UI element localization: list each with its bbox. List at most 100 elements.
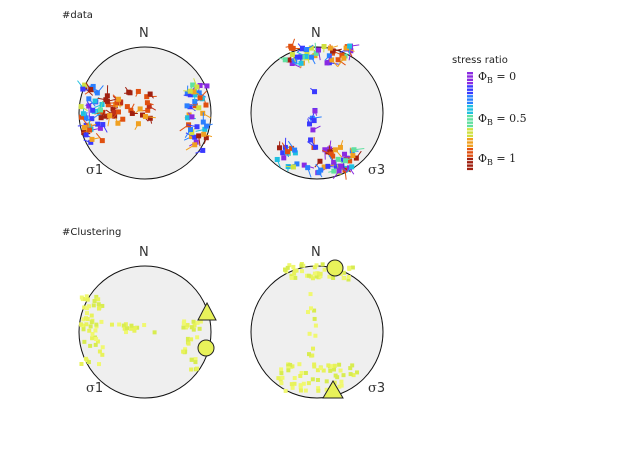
slip-vector-mark xyxy=(199,90,207,99)
slip-vector-mark xyxy=(88,98,96,107)
colorbar-segment xyxy=(467,128,473,131)
slip-vector-mark xyxy=(328,170,334,173)
data-point-marker xyxy=(331,275,336,280)
slip-vector-mark xyxy=(107,115,111,127)
data-point-marker xyxy=(315,368,320,373)
data-point-marker xyxy=(318,271,323,276)
data-point-marker xyxy=(327,274,332,279)
data-point-marker xyxy=(289,275,294,280)
slip-vector-mark xyxy=(307,118,310,125)
data-point-marker xyxy=(195,320,200,325)
data-point-marker xyxy=(124,104,130,110)
slip-vector-mark xyxy=(202,112,212,119)
data-point-marker xyxy=(89,313,94,318)
data-point-marker xyxy=(355,370,360,375)
sigma1-label: σ1 xyxy=(86,381,104,396)
data-point-marker xyxy=(92,298,97,303)
data-point-marker xyxy=(87,328,92,333)
data-point-marker xyxy=(88,343,93,348)
data-point-marker xyxy=(181,349,186,354)
slip-vector-mark xyxy=(81,116,88,126)
data-point-marker xyxy=(312,316,317,321)
slip-vector-mark xyxy=(85,82,92,90)
colorbar-segment xyxy=(467,161,473,164)
slip-vector-mark xyxy=(97,97,106,101)
data-point-marker xyxy=(283,388,288,393)
data-point-marker xyxy=(135,325,140,330)
slip-vector-mark xyxy=(186,124,198,128)
slip-vector-mark xyxy=(341,165,352,173)
data-point-marker xyxy=(132,328,137,333)
legend-colorbar xyxy=(467,72,473,171)
slip-vector-mark xyxy=(93,127,101,131)
slip-vector-mark xyxy=(312,125,321,131)
data-point-marker xyxy=(100,303,105,308)
colorbar-segment xyxy=(467,91,473,95)
colorbar-segment xyxy=(467,141,473,144)
data-point-marker xyxy=(283,267,288,272)
slip-vector-mark xyxy=(332,170,340,180)
data-point-marker xyxy=(91,303,96,308)
slip-vector-mark xyxy=(94,104,103,108)
slip-vector-mark xyxy=(186,104,198,107)
data-point-marker xyxy=(79,361,84,366)
data-point-marker xyxy=(100,345,105,350)
north-label: N xyxy=(139,26,149,41)
slip-vector-mark xyxy=(307,167,312,178)
data-point-marker xyxy=(341,373,346,378)
data-point-marker xyxy=(189,325,194,330)
data-point-marker xyxy=(152,330,157,335)
slip-vector-mark xyxy=(340,165,348,173)
data-point-marker xyxy=(312,265,317,270)
north-label: N xyxy=(311,26,321,41)
slip-vector-mark xyxy=(95,132,103,141)
slip-vector-mark xyxy=(145,116,156,119)
data-point-marker xyxy=(299,370,304,375)
data-point-marker xyxy=(312,364,317,369)
data-point-marker xyxy=(307,352,312,357)
colorbar-segment xyxy=(467,81,473,85)
data-point-marker xyxy=(298,373,303,378)
data-point-marker xyxy=(332,363,337,368)
data-point-marker xyxy=(279,381,284,386)
data-point-marker xyxy=(122,326,127,331)
slip-vector-mark xyxy=(187,112,193,118)
sigma3-label: σ3 xyxy=(368,163,386,178)
slip-vector-mark xyxy=(328,145,331,153)
slip-vector-mark xyxy=(203,133,213,138)
data-point-marker xyxy=(181,321,186,326)
data-point-marker xyxy=(292,268,297,273)
slip-vector-mark xyxy=(184,129,191,138)
slip-vector-mark xyxy=(318,172,323,178)
data-point-marker xyxy=(339,379,344,384)
slip-vector-mark xyxy=(102,124,108,133)
data-point-marker xyxy=(338,368,343,373)
colorbar-segment xyxy=(467,95,473,98)
slip-vector-mark xyxy=(91,137,100,140)
data-point-marker xyxy=(341,276,346,281)
data-point-marker xyxy=(84,322,89,327)
slip-vector-mark xyxy=(306,44,314,50)
slip-vector-mark xyxy=(330,45,339,49)
data-point-marker xyxy=(321,368,326,373)
colorbar-segment xyxy=(467,72,473,75)
data-point-marker xyxy=(84,311,89,316)
data-point-marker xyxy=(181,325,186,330)
data-point-marker xyxy=(82,305,87,310)
slip-vector-mark xyxy=(189,106,196,112)
data-point-marker xyxy=(326,363,331,368)
data-point-marker xyxy=(87,304,92,309)
slip-vector-mark xyxy=(112,111,119,119)
data-point-marker xyxy=(186,341,191,346)
slip-vector-mark xyxy=(200,82,208,87)
slip-vector-mark xyxy=(203,137,207,144)
slip-vector-mark xyxy=(85,111,88,118)
data-point-marker xyxy=(310,346,315,351)
data-point-marker xyxy=(308,292,313,297)
colorbar-segment xyxy=(467,108,473,111)
data-point-marker xyxy=(132,325,137,330)
data-point-marker xyxy=(79,322,84,327)
stereonet-marks xyxy=(77,38,365,393)
data-point-marker xyxy=(97,362,102,367)
